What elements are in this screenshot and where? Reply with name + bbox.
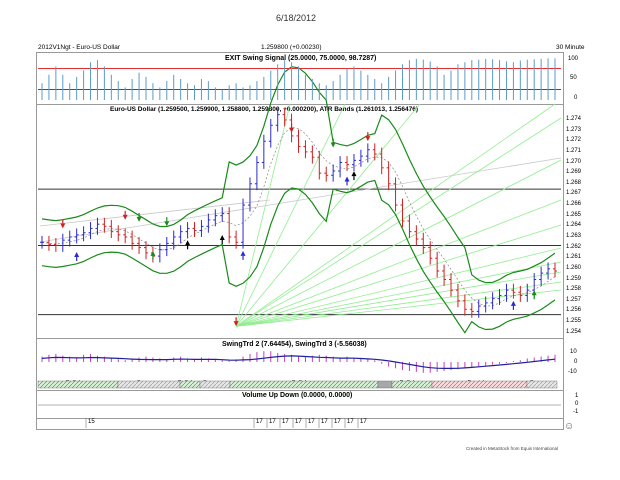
sell-arrow-icon xyxy=(233,321,239,327)
state-segment-gray xyxy=(377,380,393,389)
price-ytick: 1.258 xyxy=(566,286,582,293)
buy-arrow-icon xyxy=(185,240,191,246)
smiley-icon[interactable]: ☺ xyxy=(564,421,575,432)
state-segment-squeeze xyxy=(526,380,558,389)
last-price-label: 1.259800 (+0.00230) xyxy=(261,44,322,51)
trend-line xyxy=(39,157,562,243)
exit-swing-title: EXIT Swing Signal (25.0000, 75.0000, 98.… xyxy=(225,55,377,62)
fan-line xyxy=(235,199,562,327)
price-ytick: 1.263 xyxy=(566,232,582,239)
fan-line xyxy=(235,103,291,327)
time-label: 17 xyxy=(308,419,315,425)
fan-line xyxy=(236,271,562,327)
price-ytick: 1.260 xyxy=(566,264,582,271)
price-ytick: 1.259 xyxy=(566,275,582,282)
buy-arrow-icon xyxy=(219,234,225,240)
price-ytick: 1.266 xyxy=(566,201,582,208)
atr-band-lower xyxy=(41,179,556,334)
buy-arrow-icon xyxy=(351,171,357,177)
price-ytick: 1.274 xyxy=(566,115,582,122)
state-segment-bull xyxy=(179,380,201,389)
fan-line xyxy=(236,261,562,327)
price-ytick: 1.255 xyxy=(566,318,582,325)
buy-arrow-icon xyxy=(510,300,516,306)
price-ytick: 1.271 xyxy=(566,147,582,154)
fan-line xyxy=(235,117,562,327)
swing-ytick: 0 xyxy=(574,359,578,365)
time-label: 17 xyxy=(282,419,289,425)
swing-ytick: 10 xyxy=(570,349,577,355)
price-ytick: 1.267 xyxy=(566,190,582,197)
buy-arrow-icon xyxy=(150,250,156,256)
state-segment-squeeze xyxy=(199,380,231,389)
swing-trd-line xyxy=(41,355,556,369)
price-panel-title: Euro-US Dollar (1.259500, 1.259900, 1.25… xyxy=(110,106,419,113)
swing-ytick: -10 xyxy=(568,369,577,375)
state-segment-squeeze xyxy=(117,380,181,389)
sell-arrow-icon xyxy=(122,214,128,220)
buy-arrow-icon xyxy=(531,290,537,296)
time-label: 15 xyxy=(88,419,95,425)
sell-arrow-icon xyxy=(164,221,170,227)
price-ytick: 1.272 xyxy=(566,137,582,144)
buy-arrow-icon xyxy=(344,176,350,182)
fan-line xyxy=(235,224,562,327)
atr-band-mid xyxy=(41,127,556,307)
swing-trd-title: SwingTrd 2 (7.64454), SwingTrd 3 (-5.560… xyxy=(222,341,367,348)
time-label: 17 xyxy=(256,419,263,425)
exit-ytick: 100 xyxy=(568,56,579,62)
sell-arrow-icon xyxy=(365,136,371,142)
sell-arrow-icon xyxy=(60,223,66,229)
footer-credit: Created in MetaStock from Equis Internat… xyxy=(466,446,559,451)
trend-line xyxy=(39,199,271,227)
volume-title: Volume Up Down (0.0000, 0.0000) xyxy=(242,392,353,399)
buy-arrow-icon xyxy=(74,251,80,257)
price-ytick: 1.269 xyxy=(566,169,582,176)
state-segment-bear xyxy=(431,380,528,389)
volume-ytick: 1 xyxy=(575,393,579,399)
price-ytick: 1.268 xyxy=(566,179,582,186)
price-panel xyxy=(36,104,564,340)
state-segment-bull xyxy=(391,380,433,389)
price-ytick: 1.256 xyxy=(566,307,582,314)
chart-date: 6/18/2012 xyxy=(276,13,317,23)
state-segment-bull xyxy=(37,380,119,389)
interval-label: 30 Minute xyxy=(556,44,585,51)
time-label: 17 xyxy=(347,419,354,425)
sell-arrow-icon xyxy=(330,142,336,148)
state-segment-bull xyxy=(229,380,379,389)
time-label: 17 xyxy=(321,419,328,425)
fan-line xyxy=(236,247,562,327)
sell-arrow-icon xyxy=(136,216,142,222)
buy-arrow-icon xyxy=(240,250,246,256)
fan-line xyxy=(235,103,346,327)
time-label: 17 xyxy=(295,419,302,425)
volume-ytick: 0 xyxy=(575,401,579,407)
time-label: 17 xyxy=(269,419,276,425)
price-ytick: 1.257 xyxy=(566,296,582,303)
exit-ytick: 50 xyxy=(570,75,577,81)
exit-ytick: 0 xyxy=(574,95,578,101)
price-ytick: 1.273 xyxy=(566,126,582,133)
symbol-label: 2012V1Ngt - Euro-US Dollar xyxy=(38,44,121,51)
time-axis-panel xyxy=(36,418,564,430)
time-label: 17 xyxy=(360,419,367,425)
time-label: 17 xyxy=(334,419,341,425)
price-ytick: 1.262 xyxy=(566,243,582,250)
price-ytick: 1.264 xyxy=(566,222,582,229)
price-ytick: 1.265 xyxy=(566,211,582,218)
price-ytick: 1.261 xyxy=(566,254,582,261)
volume-ytick: -1 xyxy=(573,409,579,415)
fan-line xyxy=(235,159,562,327)
price-ytick: 1.254 xyxy=(566,328,582,335)
price-ytick: 1.270 xyxy=(566,158,582,165)
sell-arrow-icon xyxy=(289,127,295,133)
